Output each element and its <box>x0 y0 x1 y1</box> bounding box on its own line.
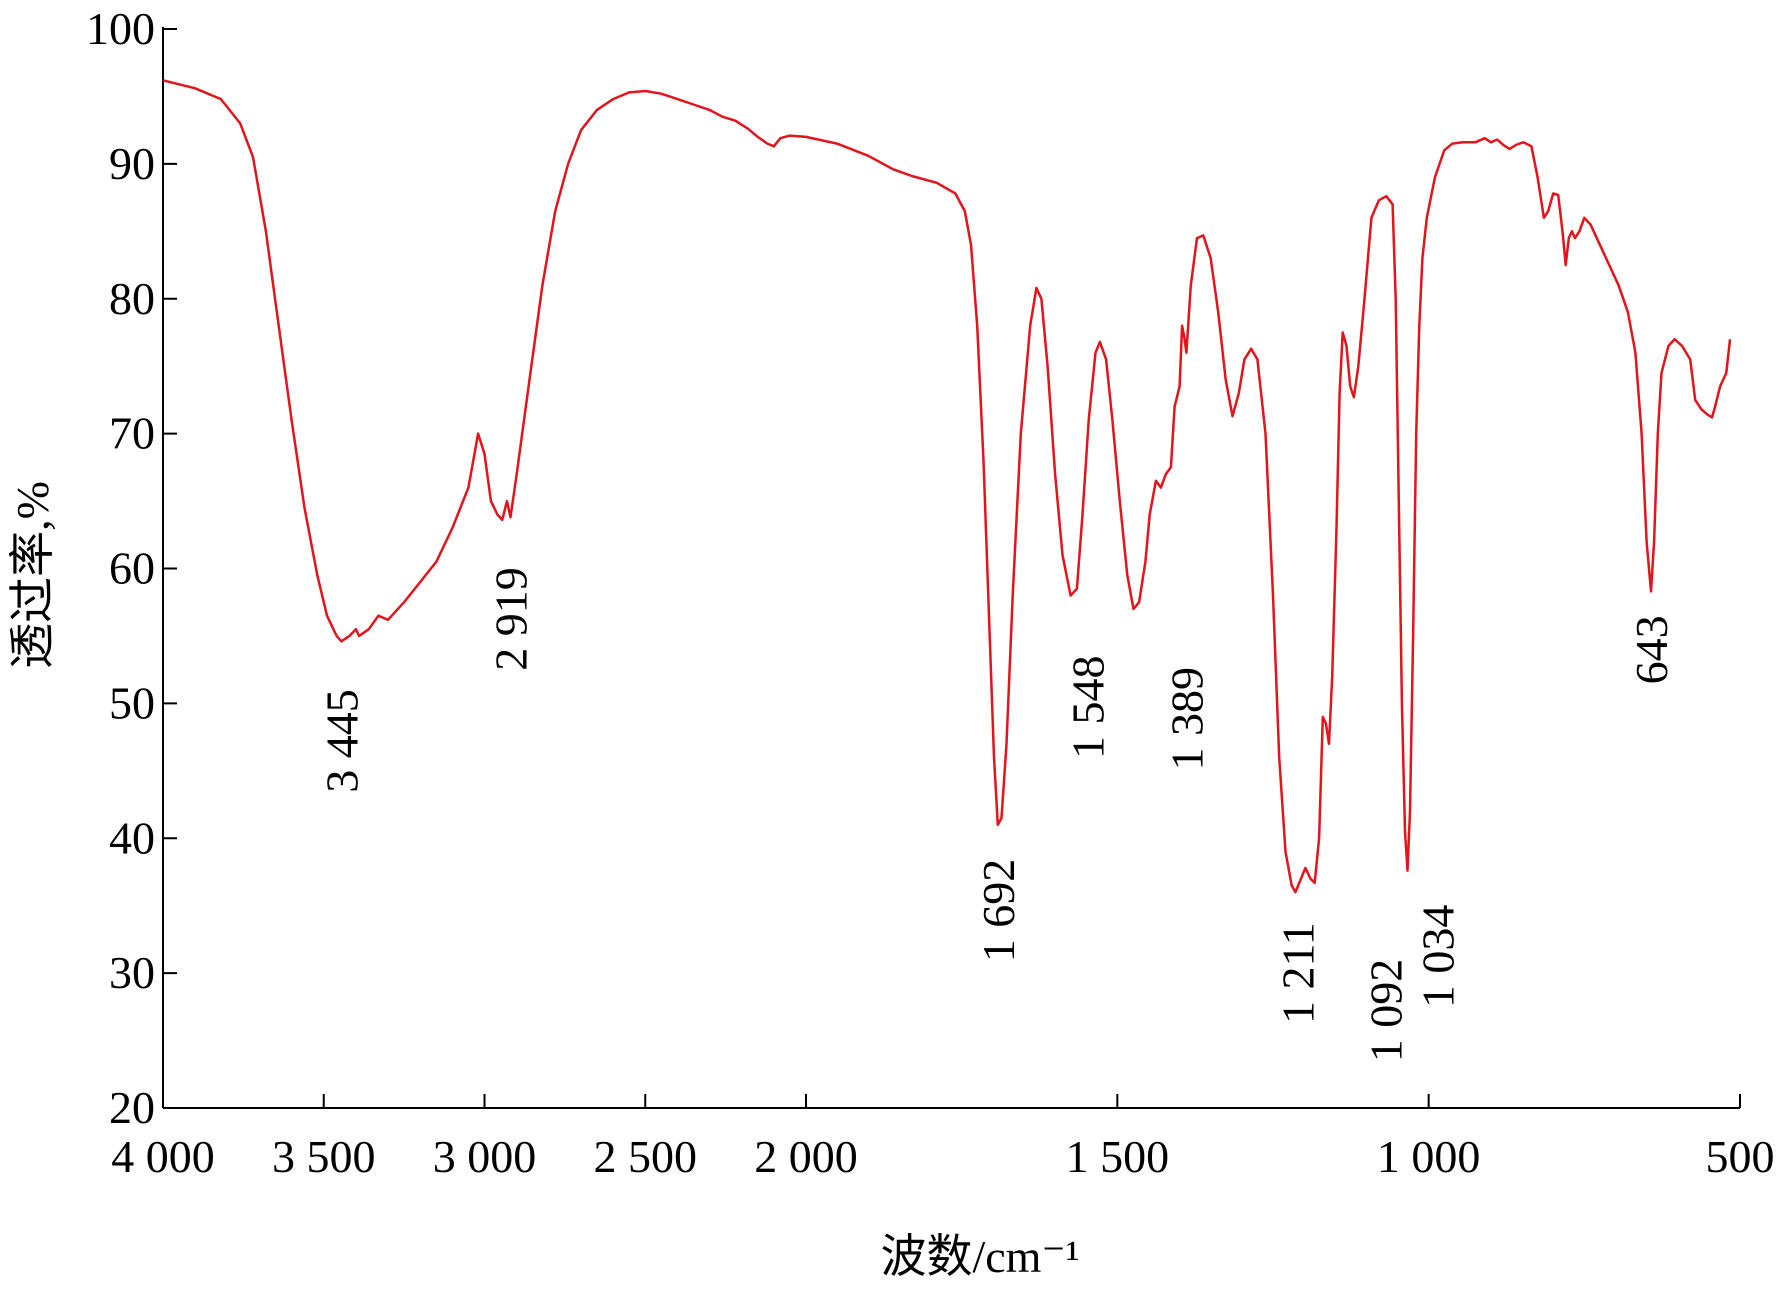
x-axis-title: 波数/cm⁻¹ <box>880 1231 1079 1282</box>
x-tick-label: 1 000 <box>1377 1131 1481 1182</box>
y-tick-label: 50 <box>109 677 155 728</box>
x-tick-label: 3 000 <box>433 1131 537 1182</box>
x-tick-label: 3 500 <box>272 1131 376 1182</box>
y-tick-label: 90 <box>109 138 155 189</box>
peak-label: 643 <box>1626 615 1677 684</box>
x-tick-label: 4 000 <box>111 1131 215 1182</box>
peak-label: 1 092 <box>1360 959 1411 1063</box>
y-tick-label: 20 <box>109 1082 155 1133</box>
y-tick-label: 30 <box>109 947 155 998</box>
y-tick-label: 70 <box>109 408 155 459</box>
y-axis-ticks: 20 30 40 50 60 70 80 90 100 <box>86 3 177 1133</box>
y-tick-label: 100 <box>86 3 155 54</box>
y-tick-label: 80 <box>109 273 155 324</box>
axes <box>162 27 1740 1109</box>
x-axis-ticks: 4 000 3 500 3 000 2 500 2 000 1 500 1 000 500 <box>111 1094 1775 1182</box>
y-axis-title: 透过率,% <box>7 481 58 669</box>
x-tick-label: 2 500 <box>594 1131 698 1182</box>
x-tick-label: 500 <box>1706 1131 1775 1182</box>
spectrum-line <box>162 79 1732 894</box>
y-tick-label: 40 <box>109 812 155 863</box>
spectrum-series <box>162 79 1732 894</box>
y-tick-label: 60 <box>109 543 155 594</box>
peak-label: 2 919 <box>486 567 537 671</box>
peak-label: 1 548 <box>1062 656 1113 760</box>
peak-label: 1 034 <box>1413 905 1464 1009</box>
x-tick-label: 1 500 <box>1066 1131 1170 1182</box>
peak-label: 1 389 <box>1161 667 1212 771</box>
peak-label: 1 692 <box>973 859 1024 963</box>
peak-label: 3 445 <box>316 689 367 793</box>
x-tick-label: 2 000 <box>754 1131 858 1182</box>
peak-label: 1 211 <box>1272 922 1323 1024</box>
